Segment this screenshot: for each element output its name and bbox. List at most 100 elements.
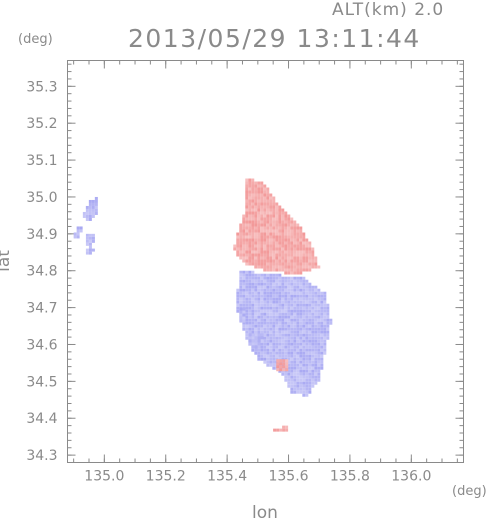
velocity-cell (263, 351, 267, 355)
velocity-cell (305, 357, 309, 361)
velocity-cell (257, 324, 261, 328)
velocity-cell (272, 354, 276, 358)
velocity-cell (284, 285, 288, 289)
velocity-cell (272, 285, 276, 289)
velocity-cell (260, 324, 264, 328)
velocity-cell (299, 247, 303, 251)
velocity-cell (260, 288, 264, 292)
velocity-cell (311, 321, 315, 325)
velocity-cell (257, 357, 261, 361)
velocity-cell (257, 339, 261, 343)
velocity-cell (272, 211, 276, 215)
velocity-cell (245, 184, 249, 188)
velocity-cell (251, 321, 255, 325)
velocity-cell (251, 273, 255, 277)
velocity-cell (239, 319, 243, 323)
velocity-cell (251, 187, 255, 191)
velocity-cell (272, 238, 276, 242)
velocity-cell (251, 220, 255, 224)
velocity-cell (257, 291, 261, 295)
velocity-cell (242, 250, 246, 254)
velocity-cell (296, 339, 300, 343)
velocity-cell (79, 229, 83, 233)
velocity-cell (293, 387, 297, 391)
velocity-cell (299, 232, 303, 236)
velocity-cell (266, 348, 270, 352)
velocity-cell (91, 233, 95, 237)
velocity-cell (314, 354, 318, 358)
velocity-cell (275, 306, 279, 310)
velocity-cell (287, 306, 291, 310)
velocity-cell (317, 363, 321, 367)
velocity-cell (257, 265, 261, 269)
velocity-cell (248, 285, 252, 289)
velocity-cell (284, 336, 288, 340)
velocity-cell (245, 256, 249, 260)
velocity-cell (88, 236, 92, 240)
velocity-cell (257, 202, 261, 206)
velocity-cell (285, 368, 289, 372)
velocity-cell (293, 229, 297, 233)
velocity-cell (293, 268, 297, 272)
velocity-cell (242, 285, 246, 289)
velocity-cell (275, 315, 279, 319)
velocity-cell (290, 265, 294, 269)
velocity-cell (290, 378, 294, 382)
velocity-cell (236, 244, 240, 248)
velocity-cell (278, 291, 282, 295)
velocity-cell (284, 297, 288, 301)
velocity-cell (257, 315, 261, 319)
velocity-cell (263, 342, 267, 346)
velocity-cell (260, 250, 264, 254)
velocity-cell (275, 238, 279, 242)
velocity-cell (76, 235, 80, 239)
velocity-cell (302, 369, 306, 373)
velocity-cell (260, 318, 264, 322)
velocity-cell (85, 233, 89, 237)
velocity-cell (311, 360, 315, 364)
velocity-cell (302, 262, 306, 266)
velocity-cell (287, 330, 291, 334)
velocity-cell (257, 235, 261, 239)
velocity-cell (245, 300, 249, 304)
velocity-cell (245, 273, 249, 277)
velocity-cell (296, 384, 300, 388)
velocity-cell (266, 363, 270, 367)
velocity-cell (263, 303, 267, 307)
velocity-cell (248, 327, 252, 331)
velocity-cell (248, 273, 252, 277)
velocity-cell (236, 232, 240, 236)
velocity-cell (293, 271, 297, 275)
velocity-cell (284, 327, 288, 331)
velocity-cell (278, 315, 282, 319)
velocity-cell (281, 229, 285, 233)
velocity-cell (248, 324, 252, 328)
toward-velocity-region (82, 196, 98, 221)
velocity-cell (251, 229, 255, 233)
velocity-cell (302, 235, 306, 239)
velocity-cell (251, 309, 255, 313)
velocity-cell (239, 253, 243, 257)
velocity-cell (266, 268, 270, 272)
velocity-cell (263, 315, 267, 319)
velocity-cell (248, 250, 252, 254)
velocity-cell (302, 366, 306, 370)
velocity-cell (293, 262, 297, 266)
velocity-cell (263, 339, 267, 343)
velocity-cell (311, 291, 315, 295)
velocity-cell (275, 268, 279, 272)
velocity-cell (276, 428, 280, 432)
velocity-cell (254, 291, 258, 295)
velocity-cell (254, 303, 258, 307)
velocity-cell (314, 345, 318, 349)
velocity-cell (290, 333, 294, 337)
velocity-cell (287, 214, 291, 218)
velocity-cell (326, 306, 330, 310)
velocity-cell (245, 223, 249, 227)
velocity-cell (299, 390, 303, 394)
velocity-cell (281, 291, 285, 295)
velocity-cell (287, 285, 291, 289)
velocity-cell (251, 205, 255, 209)
velocity-cell (272, 360, 276, 364)
velocity-cell (311, 256, 315, 260)
